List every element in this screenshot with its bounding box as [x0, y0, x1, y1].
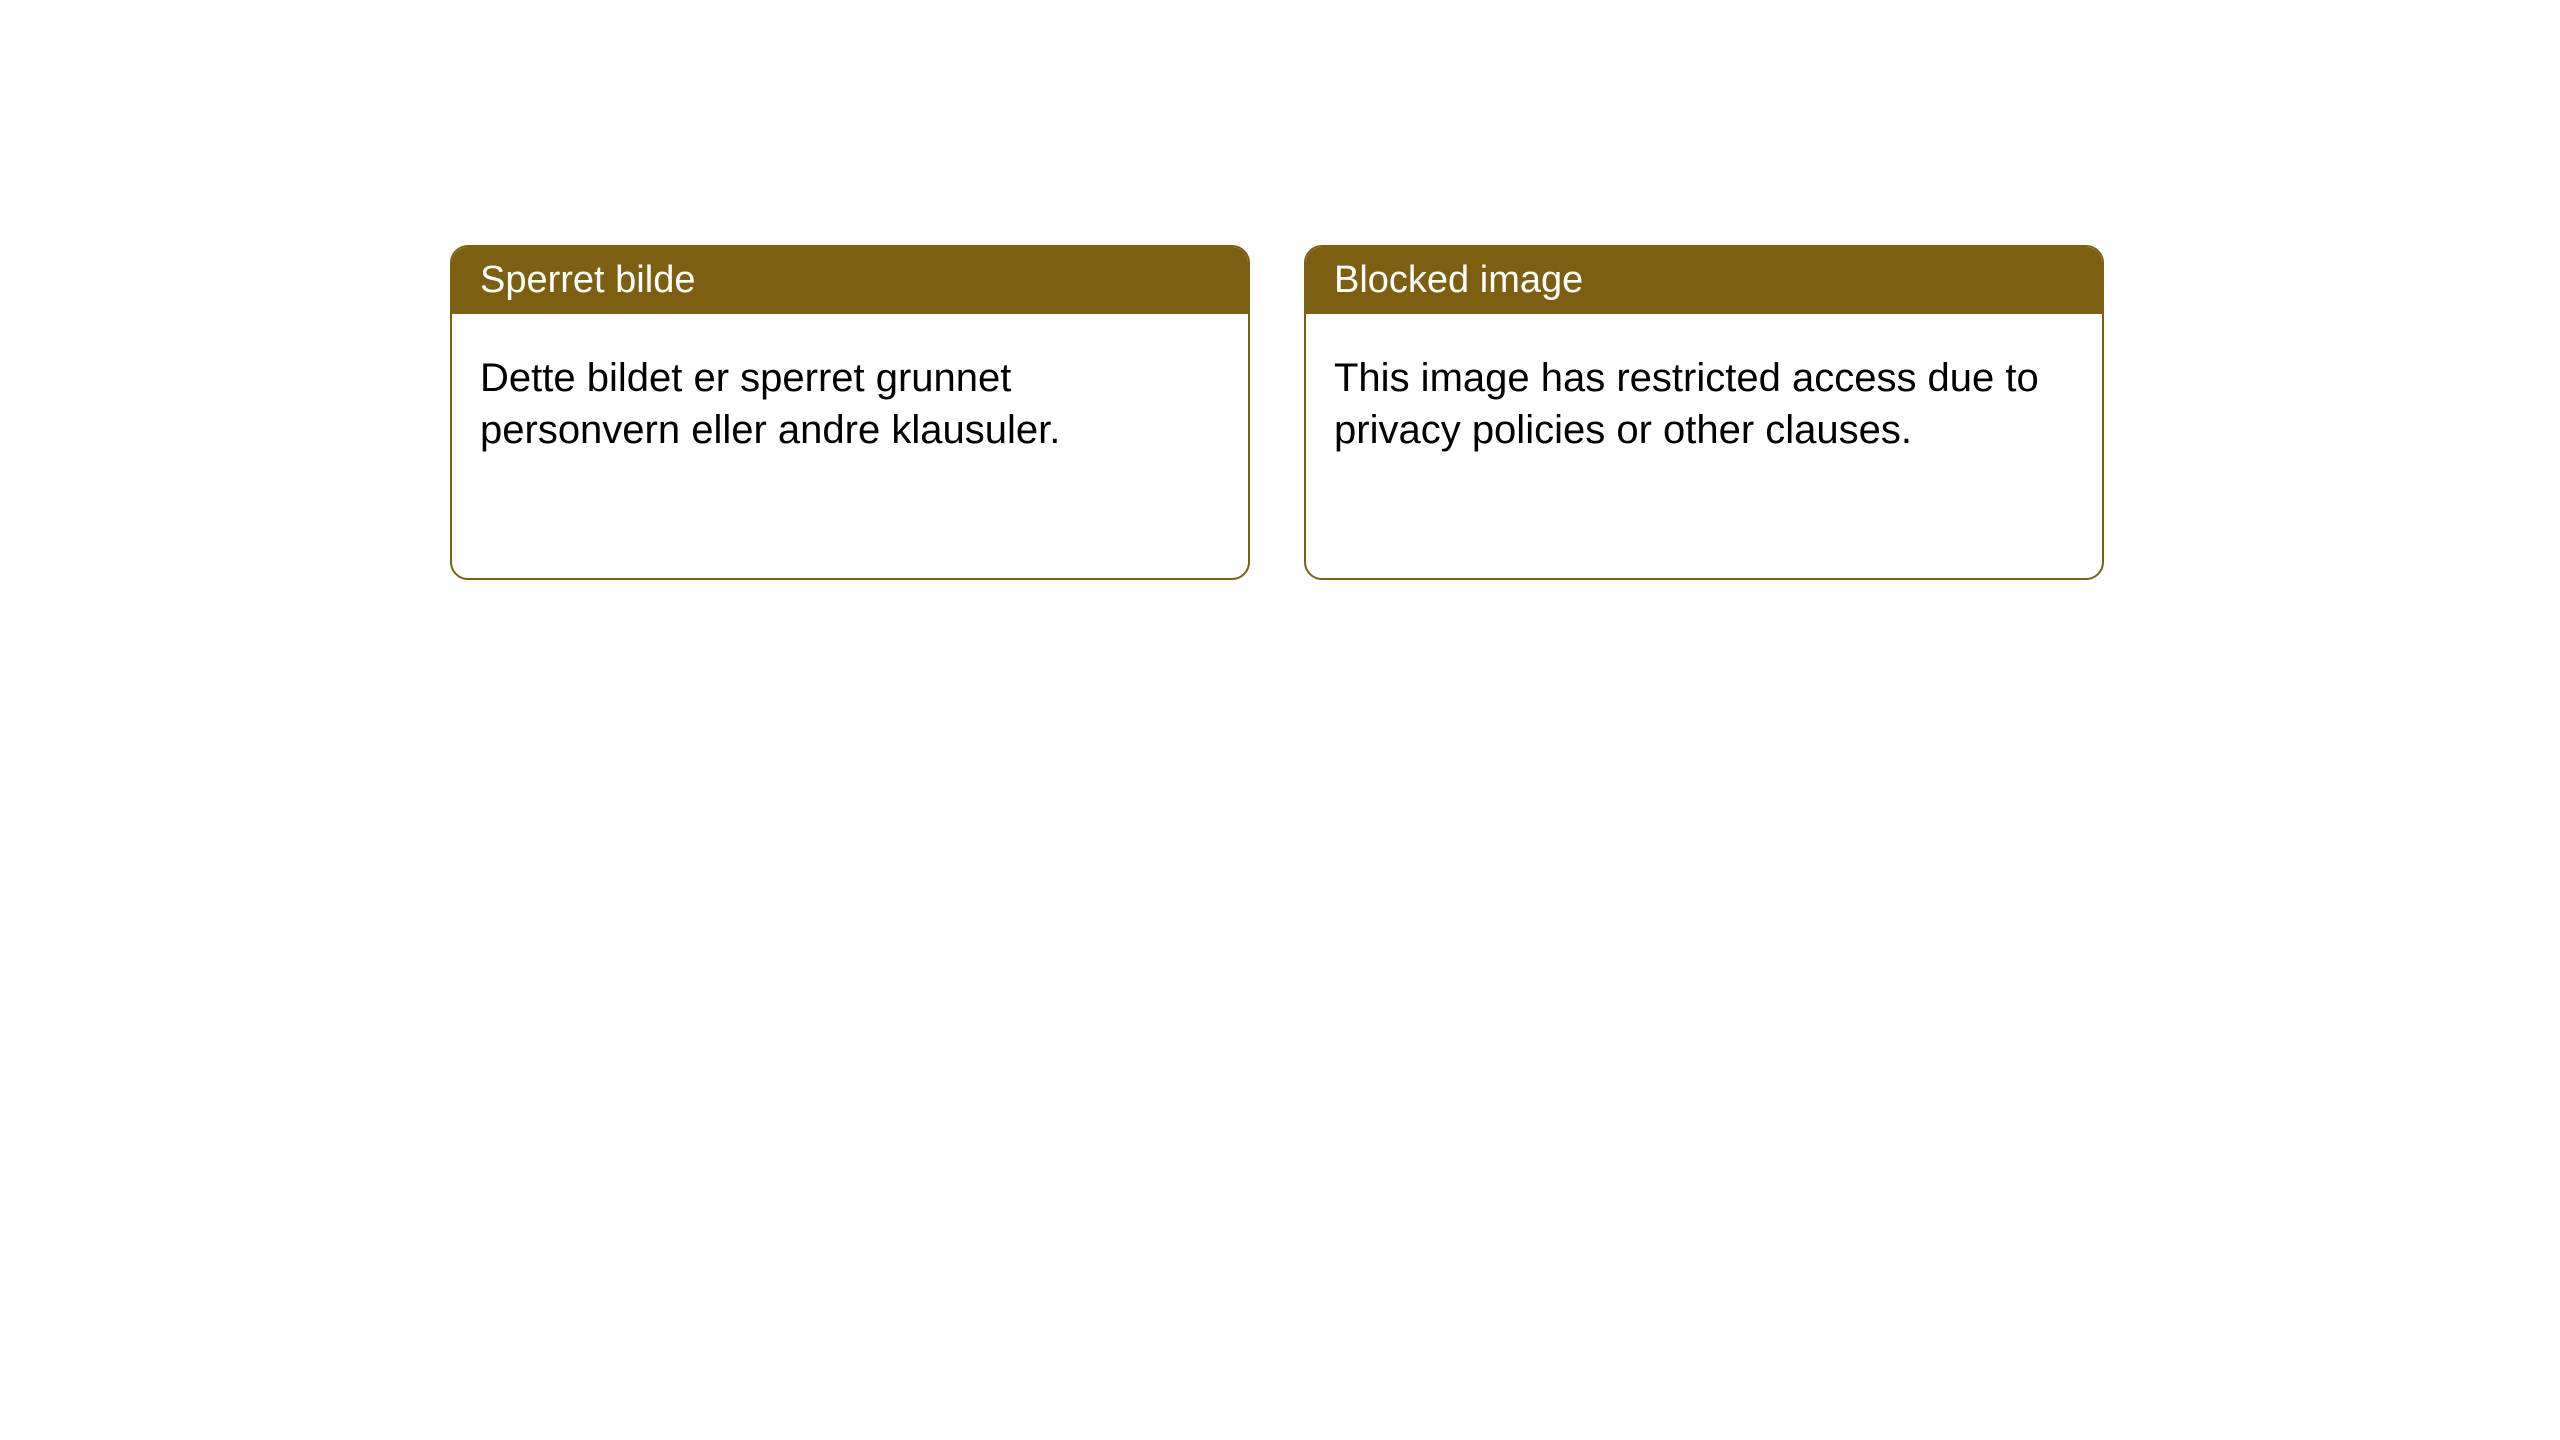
notice-body: Dette bildet er sperret grunnet personve… [452, 314, 1248, 494]
notice-body-text: Dette bildet er sperret grunnet personve… [480, 356, 1060, 452]
notice-header: Sperret bilde [452, 247, 1248, 314]
notice-header: Blocked image [1306, 247, 2102, 314]
notice-card-english: Blocked image This image has restricted … [1304, 245, 2104, 580]
notice-body: This image has restricted access due to … [1306, 314, 2102, 494]
notice-container: Sperret bilde Dette bildet er sperret gr… [450, 245, 2104, 580]
notice-body-text: This image has restricted access due to … [1334, 356, 2039, 452]
notice-card-norwegian: Sperret bilde Dette bildet er sperret gr… [450, 245, 1250, 580]
notice-title: Sperret bilde [480, 259, 695, 301]
notice-title: Blocked image [1334, 259, 1583, 301]
